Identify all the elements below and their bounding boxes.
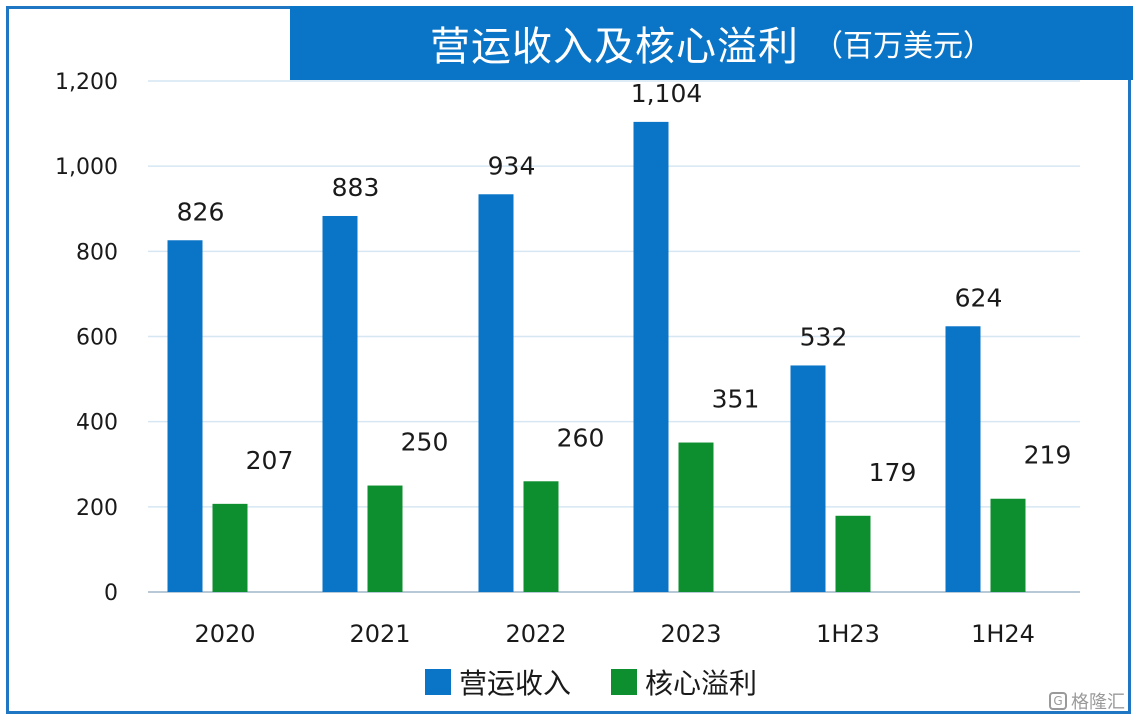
watermark-logo-icon: G	[1049, 692, 1067, 710]
data-label-revenue-2023: 1,104	[631, 79, 703, 108]
legend-swatch-revenue	[425, 669, 451, 695]
chart-title: 营运收入及核心溢利	[430, 24, 799, 70]
data-label-revenue-2021: 883	[332, 173, 380, 202]
chart-title-box: 营运收入及核心溢利 （百万美元）	[290, 6, 1133, 80]
legend-item-revenue: 营运收入	[425, 662, 571, 702]
legend-swatch-profit	[611, 669, 638, 695]
x-category-label: 2021	[349, 620, 410, 648]
grid-lines	[148, 80, 1080, 593]
bar-revenue-2023	[633, 121, 669, 592]
data-labels: 826 207 883 250 934 260 1,104 351 532 179 624 219	[177, 79, 1072, 487]
x-axis-categories: 2020 2021 2022 2023 1H23 1H24	[194, 620, 1034, 648]
watermark: G 格隆汇	[1049, 688, 1125, 714]
bar-revenue-2020	[167, 240, 203, 593]
data-label-revenue-2020: 826	[177, 197, 225, 226]
bar-profit-1H24	[990, 498, 1026, 592]
bar-profit-1H23	[835, 515, 871, 592]
data-label-profit-2023: 351	[712, 385, 760, 414]
chart-unit: （百万美元）	[813, 29, 993, 64]
y-tick-label: 1,000	[55, 155, 118, 180]
watermark-text: 格隆汇	[1071, 692, 1125, 713]
legend-label-profit: 核心溢利	[645, 667, 758, 700]
data-label-profit-2022: 260	[557, 423, 605, 452]
bar-revenue-2022	[478, 194, 514, 592]
data-label-revenue-1H23: 532	[800, 322, 848, 351]
bar-revenue-1H23	[790, 365, 826, 592]
y-tick-label: 600	[76, 326, 118, 351]
y-tick-label: 400	[76, 411, 118, 436]
bars	[167, 121, 1026, 593]
y-tick-label: 200	[76, 496, 118, 521]
x-category-label: 1H24	[971, 620, 1035, 648]
bar-revenue-2021	[322, 215, 358, 592]
y-tick-label: 1,200	[55, 70, 118, 95]
legend-label-revenue: 营运收入	[459, 667, 572, 700]
bar-profit-2020	[212, 503, 248, 592]
x-category-label: 2020	[194, 620, 255, 648]
data-label-profit-2021: 250	[401, 428, 449, 457]
y-tick-label: 0	[104, 581, 118, 606]
data-label-revenue-2022: 934	[488, 151, 536, 180]
legend: 营运收入 核心溢利	[425, 662, 757, 702]
legend-item-profit: 核心溢利	[611, 662, 757, 702]
bar-profit-2021	[367, 485, 403, 592]
data-label-profit-2020: 207	[246, 446, 294, 475]
data-label-revenue-1H24: 624	[955, 283, 1003, 312]
y-axis-ticks: 0 200 400 600 800 1,000 1,200	[55, 70, 118, 606]
bar-revenue-1H24	[945, 326, 981, 592]
x-category-label: 1H23	[816, 620, 880, 648]
data-label-profit-1H23: 179	[869, 458, 917, 487]
bar-profit-2023	[678, 442, 714, 592]
y-tick-label: 800	[76, 240, 118, 265]
data-label-profit-1H24: 219	[1024, 441, 1072, 470]
x-category-label: 2022	[505, 620, 566, 648]
bar-profit-2022	[523, 481, 559, 592]
x-category-label: 2023	[660, 620, 721, 648]
